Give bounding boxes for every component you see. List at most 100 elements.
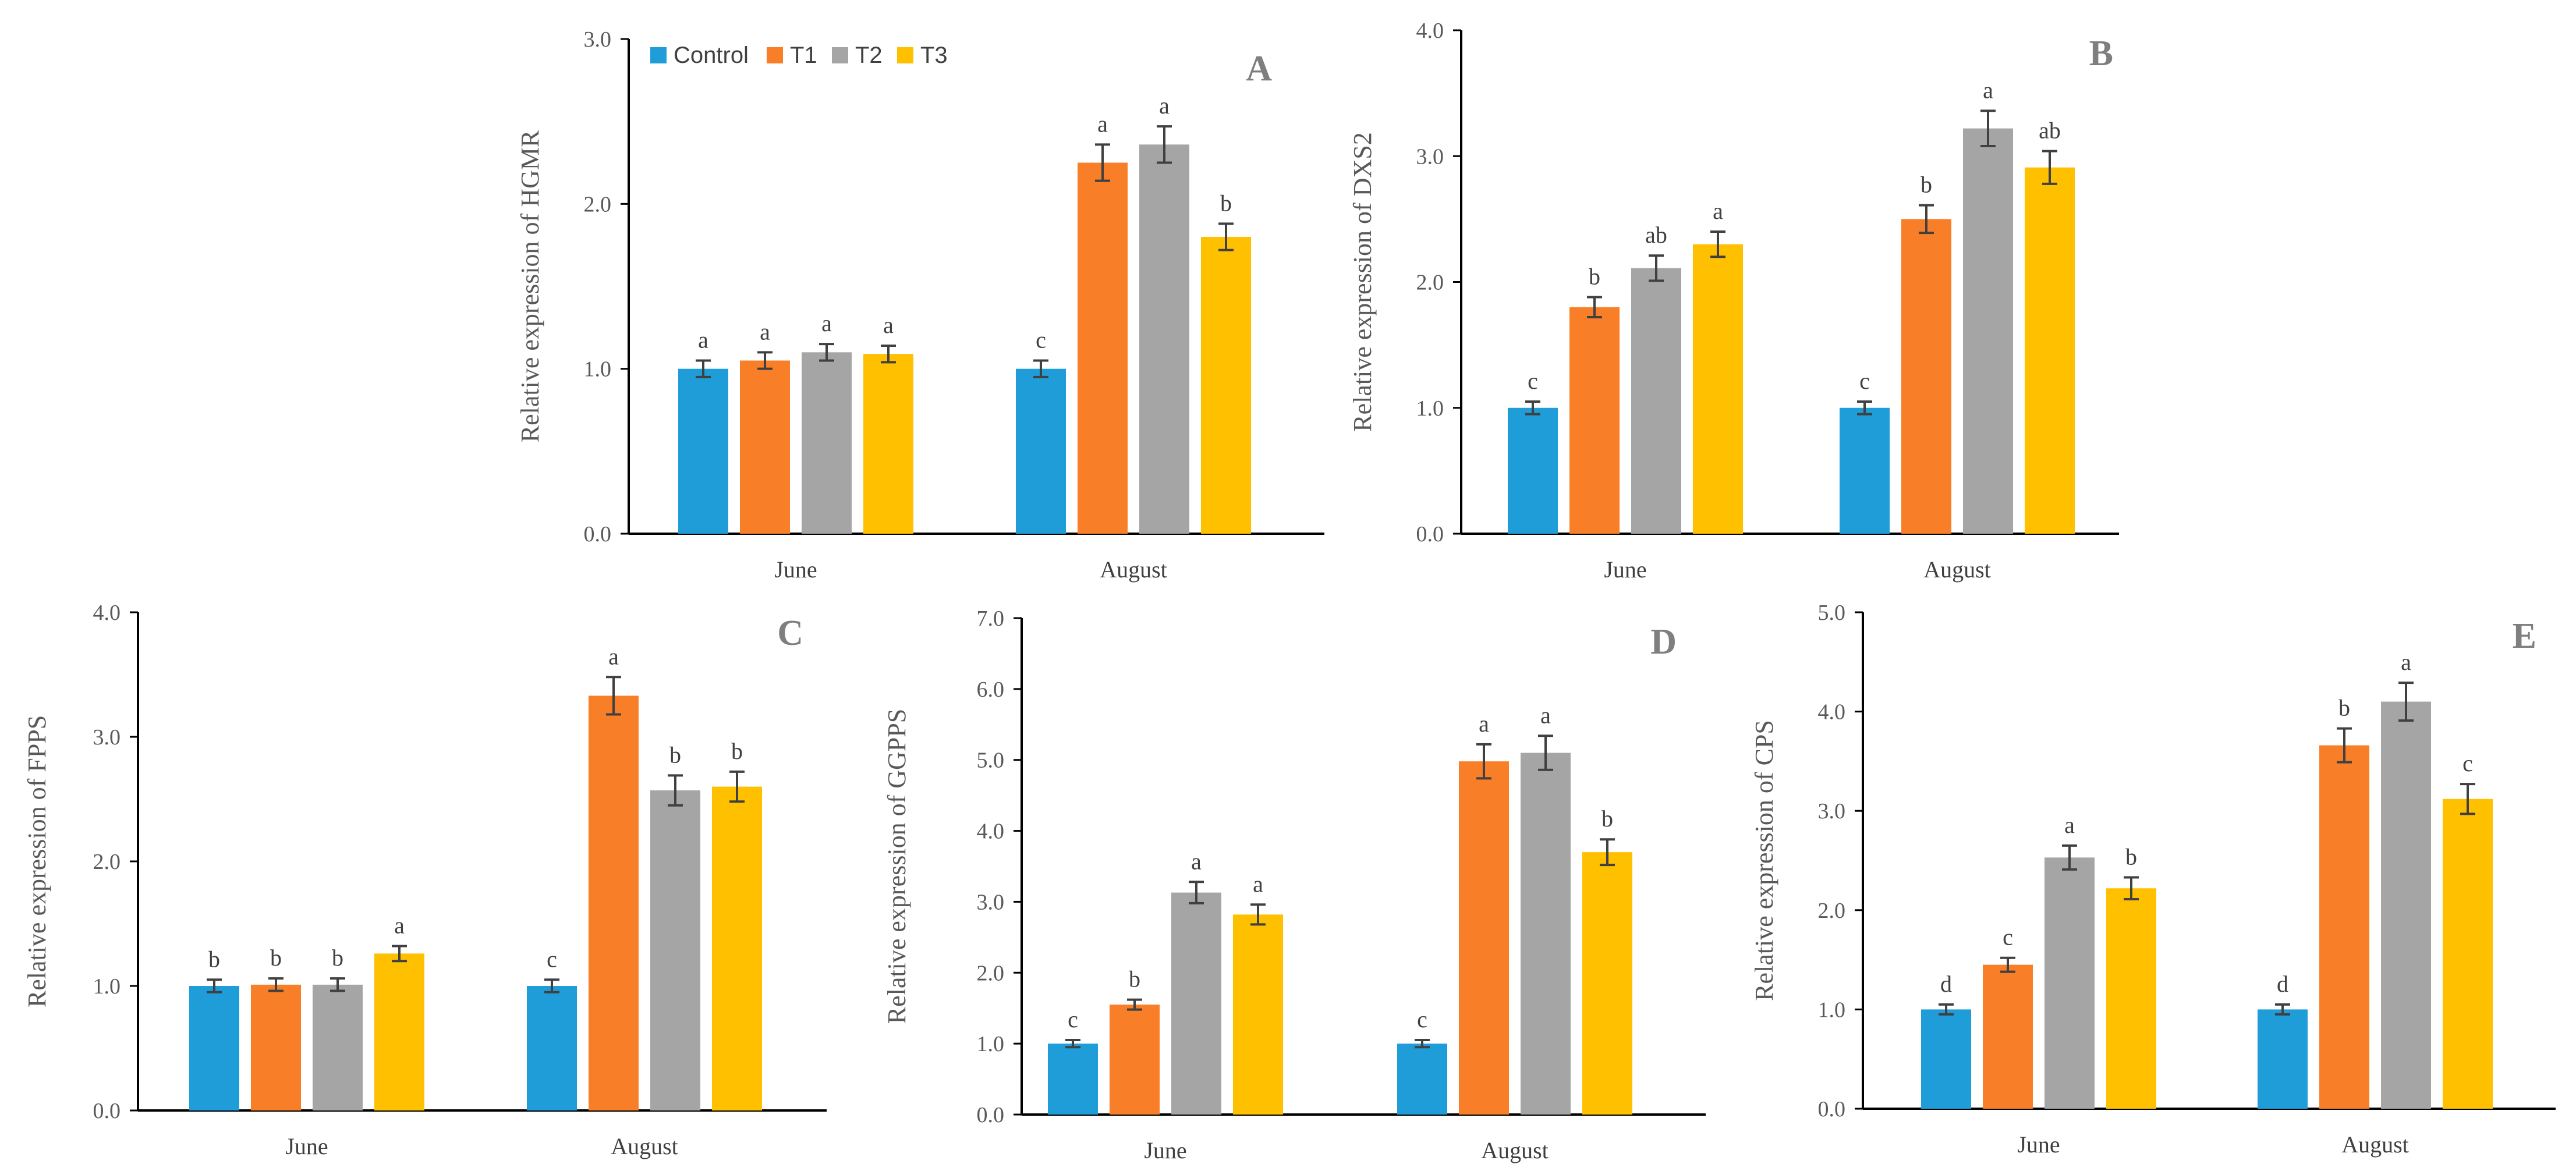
significance-letter: a	[1479, 711, 1489, 737]
error-bar	[2337, 727, 2352, 764]
error-bar	[1250, 903, 1266, 926]
x-category-label: August	[1100, 556, 1167, 583]
bar-t1	[1078, 162, 1128, 534]
bar-control	[2258, 1009, 2308, 1109]
y-tick-label: 4.0	[1818, 700, 1846, 725]
legend-label: T2	[855, 42, 883, 68]
error-bar	[207, 978, 222, 993]
bar-t2	[1521, 753, 1571, 1115]
y-tick-label: 5.0	[977, 748, 1005, 773]
significance-letter: a	[1159, 93, 1170, 119]
error-bar	[392, 945, 407, 963]
significance-letter: a	[760, 318, 770, 345]
bar-t3	[2025, 167, 2075, 534]
panel-letter: A	[1246, 49, 1272, 88]
significance-letter: c	[1417, 1006, 1427, 1032]
error-bar	[2000, 956, 2015, 973]
y-tick-label: 4.0	[977, 819, 1005, 844]
y-tick-label: 3.0	[584, 27, 612, 52]
error-bar	[1065, 1039, 1080, 1049]
bar-t2	[1139, 144, 1189, 534]
error-bar	[1939, 1003, 1954, 1016]
significance-letter: ab	[1645, 222, 1667, 248]
significance-letter: a	[1097, 111, 1108, 137]
bar-control	[1016, 368, 1066, 534]
y-axis-title: Relative expression of FPPS	[23, 715, 51, 1007]
y-tick-label: 2.0	[1416, 271, 1444, 295]
x-category-label: August	[1481, 1137, 1549, 1163]
legend-item-t1: T1	[767, 42, 817, 68]
significance-letter: c	[1036, 327, 1046, 353]
error-bar	[668, 774, 683, 807]
bar-t1	[740, 360, 790, 534]
y-tick-label: 2.0	[93, 850, 121, 874]
significance-letter: c	[2462, 750, 2473, 776]
bar-control	[1397, 1044, 1447, 1115]
y-tick-label: 0.0	[977, 1103, 1005, 1127]
error-bar	[1033, 359, 1048, 378]
legend-label: T1	[790, 42, 817, 68]
bar-t2	[1171, 892, 1221, 1115]
panel-letter: C	[777, 613, 803, 653]
bar-control	[678, 368, 728, 534]
y-axis-title: Relative expression of DXS2	[1348, 132, 1377, 431]
y-tick-label: 0.0	[1818, 1097, 1846, 1122]
error-bar	[729, 770, 745, 803]
bar-t3	[1693, 244, 1743, 534]
panel-letter: D	[1650, 622, 1677, 662]
error-bar	[1189, 881, 1204, 904]
significance-letter: a	[821, 310, 832, 336]
error-bar	[2062, 844, 2077, 871]
error-bar	[1649, 254, 1664, 282]
error-bar	[1980, 109, 1996, 147]
error-bar	[1919, 204, 1934, 235]
bar-t2	[650, 790, 700, 1110]
bar-t1	[251, 984, 301, 1110]
significance-letter: a	[883, 312, 894, 338]
bar-control	[1840, 407, 1890, 534]
bar-t2	[313, 984, 363, 1110]
legend-swatch	[650, 47, 667, 63]
bar-t1	[1901, 219, 1951, 534]
significance-letter: a	[2064, 812, 2075, 838]
error-bar	[330, 977, 345, 992]
error-bar	[606, 676, 621, 716]
error-bar	[757, 351, 773, 370]
significance-letter: c	[1068, 1006, 1078, 1032]
significance-letter: b	[1129, 966, 1140, 992]
significance-letter: c	[2003, 924, 2013, 950]
legend-swatch	[832, 47, 848, 63]
y-tick-label: 1.0	[977, 1032, 1005, 1056]
bar-control	[1921, 1009, 1971, 1109]
y-tick-label: 1.0	[1818, 998, 1846, 1022]
significance-letter: ab	[2039, 118, 2061, 144]
error-bar	[819, 343, 834, 362]
y-tick-label: 1.0	[1416, 396, 1444, 421]
x-category-label: June	[1604, 556, 1646, 583]
significance-letter: c	[1528, 368, 1538, 394]
error-bar	[268, 977, 284, 992]
significance-letter: b	[1921, 172, 1932, 198]
x-category-label: June	[774, 556, 817, 583]
bar-t3	[374, 953, 424, 1110]
bar-t3	[712, 786, 762, 1110]
significance-letter: b	[332, 945, 343, 971]
significance-letter: b	[2125, 844, 2137, 870]
error-bar	[2124, 876, 2139, 901]
y-tick-label: 0.0	[93, 1099, 121, 1123]
bar-t1	[1569, 307, 1620, 534]
bar-t3	[1201, 237, 1251, 534]
y-tick-label: 3.0	[977, 890, 1005, 914]
error-bar	[1538, 734, 1553, 771]
y-tick-label: 4.0	[1416, 19, 1444, 43]
y-tick-label: 5.0	[1818, 601, 1846, 625]
significance-letter: b	[1589, 263, 1600, 289]
x-category-label: June	[285, 1133, 328, 1159]
error-bar	[1157, 125, 1172, 164]
y-tick-label: 3.0	[1818, 799, 1846, 824]
error-bar	[1857, 400, 1872, 416]
x-category-label: August	[611, 1133, 678, 1159]
bar-t1	[1983, 964, 2033, 1109]
y-tick-label: 1.0	[93, 974, 121, 999]
y-tick-label: 1.0	[584, 357, 612, 382]
